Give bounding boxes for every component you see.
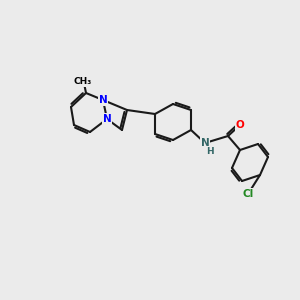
- Text: N: N: [99, 95, 107, 105]
- Text: N: N: [103, 114, 111, 124]
- Text: Cl: Cl: [242, 189, 253, 199]
- Text: O: O: [236, 120, 244, 130]
- Text: N: N: [201, 138, 209, 148]
- Text: CH₃: CH₃: [74, 77, 92, 86]
- Text: H: H: [206, 148, 214, 157]
